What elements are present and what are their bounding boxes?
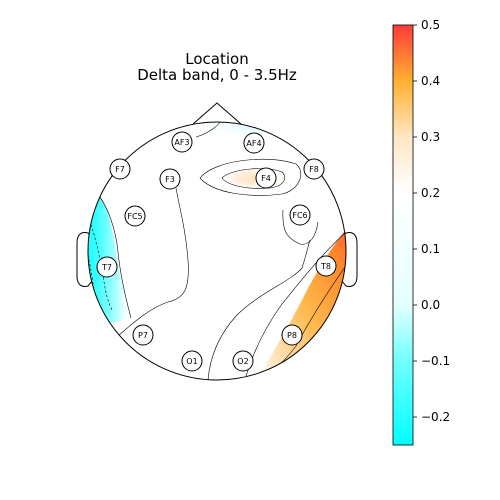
- electrode-p7-marker: [132, 324, 154, 346]
- electrode-o1-marker: [181, 350, 203, 372]
- colorbar-tick-label: 0.0: [421, 298, 440, 312]
- contour-line: [245, 231, 346, 377]
- electrode-f8-label: F8: [309, 165, 319, 174]
- colorbar-tick-label: 0.1: [421, 242, 440, 256]
- contour-line-dashed: [88, 211, 113, 311]
- contour-line: [207, 239, 311, 380]
- electrode-markers: AF3 AF4 F7 F3 F4 F8 FC5 FC6 T7 T8 P7 P8 O1 O2: [96, 131, 337, 372]
- electrode-p7-label: P7: [138, 331, 148, 340]
- electrode-t8-label: T8: [320, 262, 331, 271]
- electrode-f8-marker: [303, 158, 325, 180]
- electrode-f7-label: F7: [115, 165, 125, 174]
- electrode-fc6-marker: [289, 204, 311, 226]
- electrode-af4-marker: [243, 132, 265, 154]
- electrode-p8-label: P8: [287, 331, 297, 340]
- nose-outline: [192, 102, 242, 125]
- colorbar-tick-label: −0.1: [421, 354, 450, 368]
- contour-line: [221, 168, 285, 189]
- electrode-fc6-label: FC6: [292, 211, 307, 220]
- electrode-af3-label: AF3: [174, 138, 189, 147]
- electrode-f7-marker: [109, 158, 131, 180]
- colorbar-gradient: [392, 24, 414, 446]
- electrode-fc5-marker: [124, 205, 146, 227]
- electrode-f4-marker: [255, 167, 277, 189]
- electrode-o2-marker: [232, 350, 254, 372]
- colorbar: 0.5 0.4 0.3 0.2 0.1 0.0 −0.1 −0.2: [392, 18, 450, 446]
- chart-title: Location: [185, 50, 248, 68]
- contour-line: [117, 187, 189, 337]
- electrode-t8-marker: [315, 255, 337, 277]
- contour-line: [195, 122, 221, 138]
- colorbar-ticks: 0.5 0.4 0.3 0.2 0.1 0.0 −0.1 −0.2: [413, 18, 450, 424]
- electrode-f4-label: F4: [261, 174, 271, 183]
- colorbar-tick-label: 0.3: [421, 130, 440, 144]
- topomap-field: [88, 122, 346, 380]
- contour-line: [282, 209, 319, 245]
- electrode-o1-label: O1: [186, 357, 197, 366]
- electrode-af3-marker: [171, 131, 193, 153]
- electrode-af4-label: AF4: [246, 139, 261, 148]
- electrode-o2-label: O2: [237, 357, 248, 366]
- chart-subtitle: Delta band, 0 - 3.5Hz: [137, 66, 297, 84]
- contour-line: [199, 158, 302, 196]
- topomap-background: [88, 122, 346, 380]
- colorbar-tick-label: 0.4: [421, 74, 440, 88]
- electrode-p8-marker: [281, 324, 303, 346]
- colorbar-tick-label: −0.2: [421, 410, 450, 424]
- electrode-fc5-label: FC5: [127, 212, 142, 221]
- electrode-t7-label: T7: [101, 263, 112, 272]
- colorbar-tick-label: 0.2: [421, 186, 440, 200]
- electrode-f3-label: F3: [165, 175, 175, 184]
- electrode-f3-marker: [159, 168, 181, 190]
- contour-line: [95, 191, 132, 319]
- head-circle: [87, 121, 347, 381]
- colorbar-tick-label: 0.5: [421, 18, 440, 32]
- electrode-t7-marker: [96, 256, 118, 278]
